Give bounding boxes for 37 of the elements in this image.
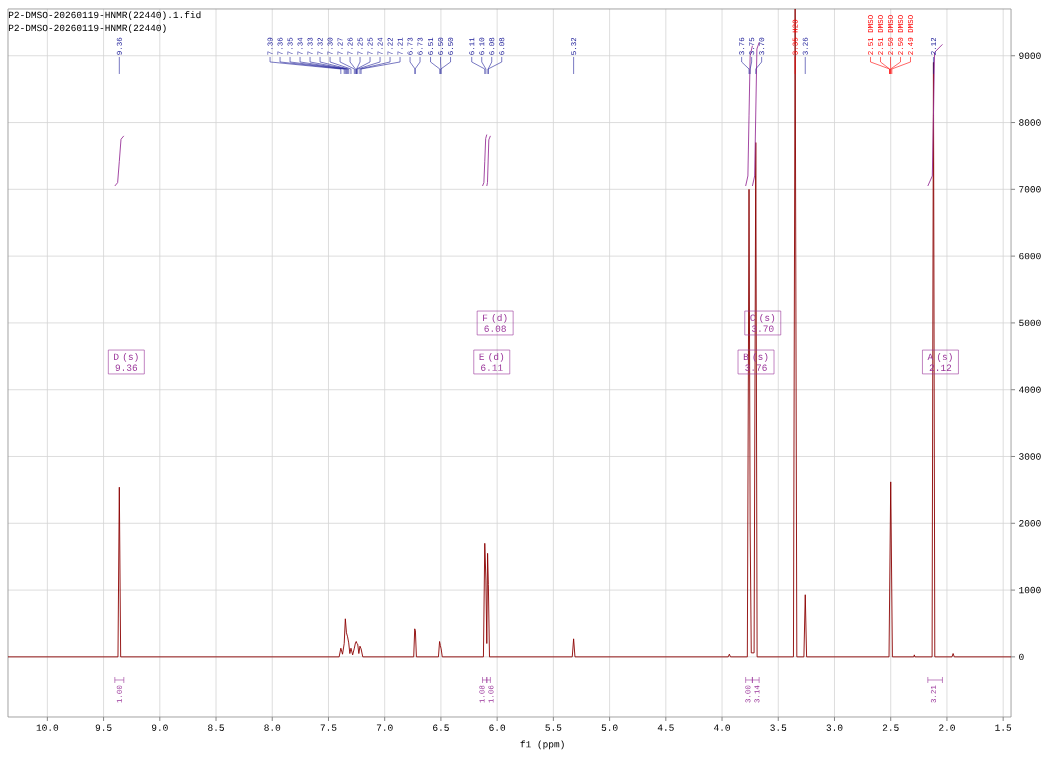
annotation: F (d) 6.08 xyxy=(483,314,507,332)
x-axis-title: f1 (ppm) xyxy=(520,740,564,750)
x-tick-label: 7.5 xyxy=(320,724,337,731)
x-tick-label: 5.0 xyxy=(601,724,618,731)
line-series xyxy=(482,134,488,187)
y-tick-label: 0 xyxy=(1019,653,1024,661)
line-series xyxy=(7,8,1012,658)
y-tick-label: 7000 xyxy=(1019,186,1041,193)
y-tick-label: 3000 xyxy=(1019,453,1041,460)
x-tick-label: 6.0 xyxy=(489,724,506,731)
x-tick-label: 10.0 xyxy=(36,724,59,731)
line-series xyxy=(114,135,125,187)
x-tick-label: 2.5 xyxy=(882,724,899,731)
x-tick-label: 9.5 xyxy=(95,724,112,731)
x-tick-label: 7.0 xyxy=(376,724,393,731)
x-tick-label: 9.0 xyxy=(151,724,168,731)
x-tick-label: 5.5 xyxy=(545,724,562,731)
text: P2-DMSO-20260119-HNMR(22440) xyxy=(8,24,166,34)
x-tick-label: 8.0 xyxy=(264,724,281,731)
y-tick-label: 6000 xyxy=(1019,252,1041,260)
x-tick-label: 4.5 xyxy=(657,724,674,731)
x-tick-label: 2.0 xyxy=(939,724,955,731)
y-tick-label: 5000 xyxy=(1019,319,1041,327)
annotation: E (d) 6.11 xyxy=(479,353,504,371)
y-tick-label: 9000 xyxy=(1019,52,1041,59)
annotation: D (s) 9.36 xyxy=(114,353,138,371)
y-tick-label: 4000 xyxy=(1019,386,1041,393)
y-tick-label: 8000 xyxy=(1019,119,1041,126)
x-tick-label: 1.5 xyxy=(995,724,1012,731)
y-tick-label: 1000 xyxy=(1019,586,1041,594)
x-tick-label: 4.0 xyxy=(713,724,730,731)
chart-title: P2-DMSO-20260119-HNMR(22440).1.fid xyxy=(8,11,201,21)
y-tick-label: 2000 xyxy=(1019,520,1041,527)
x-tick-label: 3.0 xyxy=(826,724,843,731)
x-tick-label: 6.5 xyxy=(433,724,449,731)
x-tick-label: 3.5 xyxy=(770,724,787,731)
x-tick-label: 8.5 xyxy=(208,724,224,731)
